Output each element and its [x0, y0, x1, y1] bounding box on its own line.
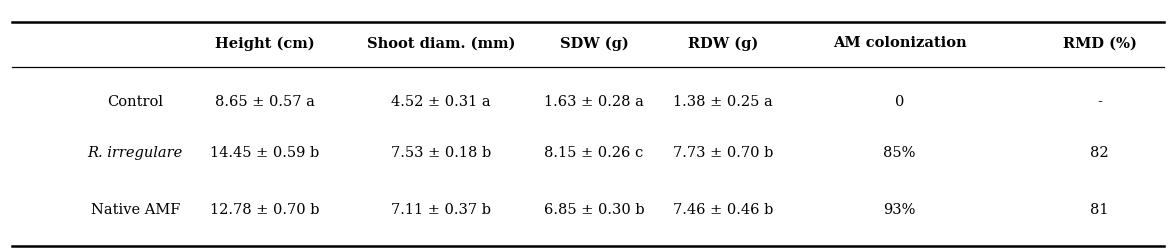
- Text: -: -: [1097, 95, 1102, 109]
- Text: 8.15 ± 0.26 c: 8.15 ± 0.26 c: [544, 146, 643, 159]
- Text: 82: 82: [1090, 146, 1109, 159]
- Text: Shoot diam. (mm): Shoot diam. (mm): [367, 36, 515, 50]
- Text: 4.52 ± 0.31 a: 4.52 ± 0.31 a: [392, 95, 490, 109]
- Text: 8.65 ± 0.57 a: 8.65 ± 0.57 a: [215, 95, 314, 109]
- Text: 7.73 ± 0.70 b: 7.73 ± 0.70 b: [673, 146, 774, 159]
- Text: 14.45 ± 0.59 b: 14.45 ± 0.59 b: [211, 146, 319, 159]
- Text: 93%: 93%: [883, 203, 916, 217]
- Text: 6.85 ± 0.30 b: 6.85 ± 0.30 b: [543, 203, 644, 217]
- Text: 81: 81: [1090, 203, 1109, 217]
- Text: 85%: 85%: [883, 146, 916, 159]
- Text: SDW (g): SDW (g): [560, 36, 628, 51]
- Text: 7.53 ± 0.18 b: 7.53 ± 0.18 b: [390, 146, 492, 159]
- Text: Control: Control: [107, 95, 163, 109]
- Text: 7.46 ± 0.46 b: 7.46 ± 0.46 b: [673, 203, 774, 217]
- Text: R. irregulare: R. irregulare: [88, 146, 182, 159]
- Text: 12.78 ± 0.70 b: 12.78 ± 0.70 b: [209, 203, 320, 217]
- Text: Height (cm): Height (cm): [215, 36, 314, 51]
- Text: 1.63 ± 0.28 a: 1.63 ± 0.28 a: [544, 95, 643, 109]
- Text: 1.38 ± 0.25 a: 1.38 ± 0.25 a: [674, 95, 773, 109]
- Text: RDW (g): RDW (g): [688, 36, 759, 51]
- Text: 0: 0: [895, 95, 904, 109]
- Text: RMD (%): RMD (%): [1063, 36, 1136, 50]
- Text: AM colonization: AM colonization: [833, 36, 967, 50]
- Text: 7.11 ± 0.37 b: 7.11 ± 0.37 b: [390, 203, 492, 217]
- Text: Native AMF: Native AMF: [91, 203, 180, 217]
